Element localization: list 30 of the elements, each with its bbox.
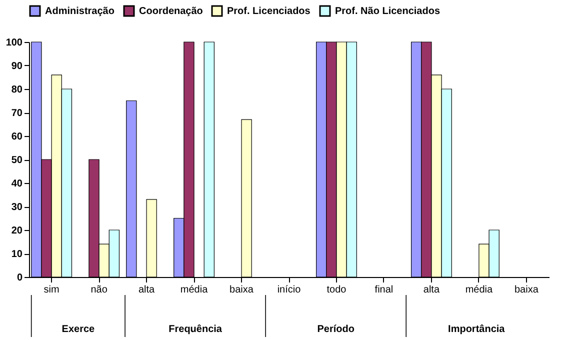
y-tick-label: 90: [11, 61, 23, 72]
x-tick-label: final: [374, 284, 394, 296]
y-tick-label: 50: [11, 155, 23, 166]
y-tick-label: 40: [11, 178, 23, 190]
y-tick-label: 20: [11, 226, 23, 236]
x-tick-label: início: [277, 284, 302, 296]
text: Importância: [448, 324, 506, 335]
x-tick-label: todo: [326, 284, 347, 296]
x-tick-label: média: [465, 284, 494, 296]
legend-label: Prof. Não Licenciados: [335, 6, 440, 17]
x-tick-label: média: [180, 284, 208, 296]
text: Exerce: [62, 324, 96, 335]
y-tick-label: 100: [6, 38, 23, 48]
x-tick-label: alta: [138, 284, 156, 296]
y-tick-label: 60: [11, 132, 23, 142]
x-tick-label: alta: [423, 284, 440, 296]
y-tick-label: 10: [11, 249, 23, 260]
legend-label: Coordenação: [139, 6, 203, 17]
legend-label: Prof. Licenciados: [227, 6, 311, 17]
y-tick-label: 30: [11, 202, 23, 213]
legend-label: Administração: [45, 6, 114, 17]
x-tick-label: baixa: [514, 284, 539, 296]
x-tick-label: baixa: [230, 284, 254, 296]
y-tick-label: 80: [11, 84, 23, 96]
text: Período: [317, 324, 354, 335]
text: Frequência: [168, 324, 222, 335]
x-tick-label: não: [90, 284, 108, 296]
x-tick-label: sim: [44, 284, 60, 296]
y-tick-label: 0: [16, 272, 23, 284]
y-tick-label: 70: [11, 108, 23, 119]
